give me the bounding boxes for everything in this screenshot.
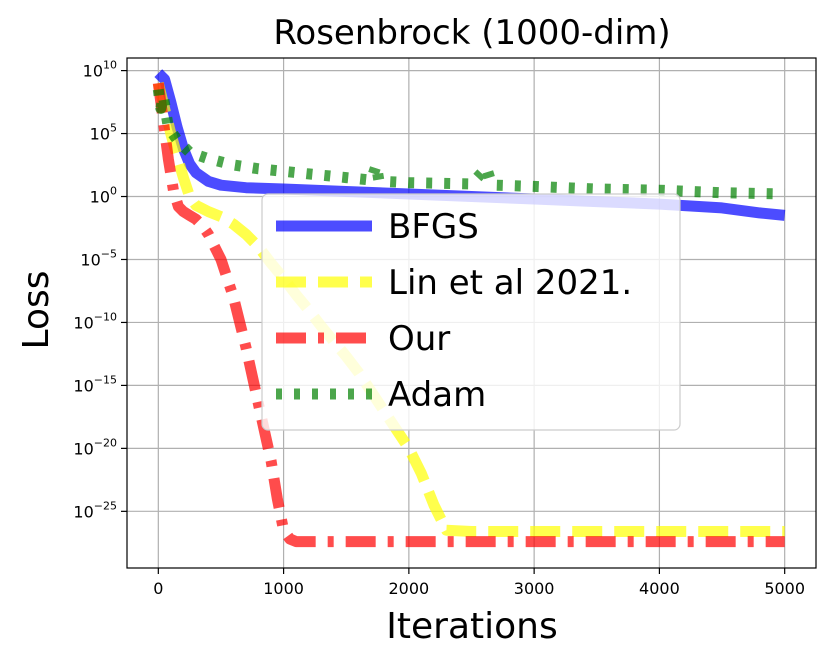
y-tick-label: 10−20 [73,436,117,458]
y-axis-label: Loss [16,271,57,350]
x-tick-label: 2000 [389,579,430,598]
y-tick-label: 105 [90,122,117,144]
legend-box [261,193,681,431]
x-tick-label: 5000 [764,579,805,598]
y-tick-label: 10−25 [73,499,117,521]
plot-frame [126,57,817,569]
x-tick-label: 3000 [514,579,555,598]
y-tick-label: 1010 [83,59,117,81]
legend: BFGS Lin et al 2021. Our Adam [261,193,681,431]
y-tick-label: 100 [90,185,117,207]
legend-label-1: BFGS [388,207,479,247]
y-tick-label: 10−15 [73,373,117,395]
ticks-layer: 0 1000 2000 3000 4000 5000 1010 105 100 10−5 10−10… [73,59,805,598]
x-tick-label: 4000 [639,579,680,598]
x-axis-label: Iterations [386,606,557,647]
series-line-3 [152,82,785,548]
legend-label-3: Our [388,319,450,359]
x-tick-label: 0 [153,579,163,598]
series-line-4 [152,88,785,200]
y-tick-label: 10−10 [73,310,117,332]
legend-label-4: Adam [388,375,486,415]
chart-title: Rosenbrock (1000-dim) [273,13,670,53]
x-tick-label: 1000 [263,579,304,598]
y-tick-label: 10−5 [80,247,117,269]
legend-label-2: Lin et al 2021. [388,263,632,303]
